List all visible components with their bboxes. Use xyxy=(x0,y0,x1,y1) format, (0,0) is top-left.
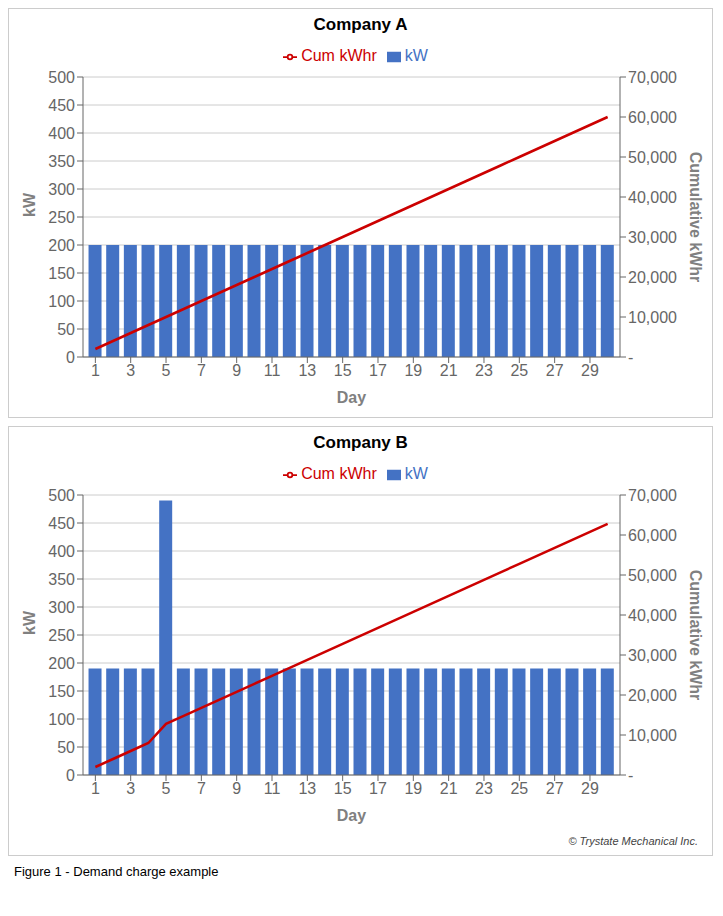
svg-text:9: 9 xyxy=(232,362,241,379)
svg-text:50: 50 xyxy=(57,321,75,338)
svg-text:19: 19 xyxy=(404,780,422,797)
svg-text:450: 450 xyxy=(48,97,75,114)
svg-text:40,000: 40,000 xyxy=(628,607,677,624)
svg-text:13: 13 xyxy=(298,780,316,797)
html-text:Figure 1 - Demand charge examp: Figure 1 - Demand charge example xyxy=(14,864,219,879)
html-text:© Trystate Mechanical Inc.: © Trystate Mechanical Inc. xyxy=(568,835,698,847)
svg-text:3: 3 xyxy=(126,362,135,379)
html-text:Cum kWhr: Cum kWhr xyxy=(301,47,377,64)
svg-text:15: 15 xyxy=(334,780,352,797)
svg-text:-: - xyxy=(628,349,633,366)
svg-text:50,000: 50,000 xyxy=(628,567,677,584)
html-text:kW: kW xyxy=(404,47,428,64)
svg-text:0: 0 xyxy=(66,767,75,784)
svg-text:23: 23 xyxy=(475,780,493,797)
svg-text:20,000: 20,000 xyxy=(628,687,677,704)
svg-text:500: 500 xyxy=(48,487,75,504)
svg-text:9: 9 xyxy=(232,780,241,797)
html-text:Company B: Company B xyxy=(313,433,408,452)
svg-text:300: 300 xyxy=(48,599,75,616)
html-text:Cum kWhr: Cum kWhr xyxy=(301,465,377,482)
svg-text:11: 11 xyxy=(264,780,281,797)
svg-text:150: 150 xyxy=(48,265,75,282)
svg-text:27: 27 xyxy=(546,362,564,379)
svg-text:60,000: 60,000 xyxy=(628,527,677,544)
svg-text:350: 350 xyxy=(48,571,75,588)
svg-text:21: 21 xyxy=(440,780,458,797)
svg-text:60,000: 60,000 xyxy=(628,109,677,126)
svg-text:29: 29 xyxy=(581,362,599,379)
svg-text:19: 19 xyxy=(404,362,422,379)
svg-text:1: 1 xyxy=(91,780,100,797)
svg-text:100: 100 xyxy=(48,711,75,728)
svg-text:kW: kW xyxy=(21,192,38,217)
html-text:Company A: Company A xyxy=(313,15,408,34)
svg-text:23: 23 xyxy=(475,362,493,379)
svg-text:40,000: 40,000 xyxy=(628,189,677,206)
svg-text:17: 17 xyxy=(369,780,387,797)
svg-text:350: 350 xyxy=(48,153,75,170)
svg-text:20,000: 20,000 xyxy=(628,269,677,286)
svg-text:27: 27 xyxy=(546,780,564,797)
svg-text:0: 0 xyxy=(66,349,75,366)
svg-text:70,000: 70,000 xyxy=(628,487,677,504)
svg-text:450: 450 xyxy=(48,515,75,532)
svg-text:10,000: 10,000 xyxy=(628,309,677,326)
svg-text:-: - xyxy=(628,767,633,784)
svg-text:15: 15 xyxy=(334,362,352,379)
svg-text:5: 5 xyxy=(162,362,171,379)
svg-text:25: 25 xyxy=(510,780,528,797)
svg-text:Day: Day xyxy=(337,389,366,406)
svg-text:30,000: 30,000 xyxy=(628,647,677,664)
html-text:kW: kW xyxy=(404,465,428,482)
svg-text:29: 29 xyxy=(581,780,599,797)
svg-text:17: 17 xyxy=(369,362,387,379)
svg-text:200: 200 xyxy=(48,655,75,672)
svg-text:kW: kW xyxy=(21,610,38,635)
svg-text:Cumulative kWhr: Cumulative kWhr xyxy=(687,570,704,701)
svg-text:30,000: 30,000 xyxy=(628,229,677,246)
svg-text:10,000: 10,000 xyxy=(628,727,677,744)
svg-text:400: 400 xyxy=(48,125,75,142)
svg-text:50: 50 xyxy=(57,739,75,756)
svg-text:13: 13 xyxy=(298,362,316,379)
svg-text:250: 250 xyxy=(48,209,75,226)
svg-text:50,000: 50,000 xyxy=(628,149,677,166)
svg-text:250: 250 xyxy=(48,627,75,644)
svg-text:25: 25 xyxy=(510,362,528,379)
svg-text:Day: Day xyxy=(337,807,366,824)
svg-text:500: 500 xyxy=(48,69,75,86)
svg-text:100: 100 xyxy=(48,293,75,310)
svg-text:1: 1 xyxy=(91,362,100,379)
svg-text:7: 7 xyxy=(197,780,206,797)
svg-text:400: 400 xyxy=(48,543,75,560)
svg-text:300: 300 xyxy=(48,181,75,198)
svg-text:5: 5 xyxy=(162,780,171,797)
svg-text:3: 3 xyxy=(126,780,135,797)
svg-text:7: 7 xyxy=(197,362,206,379)
svg-text:200: 200 xyxy=(48,237,75,254)
svg-text:Cumulative kWhr: Cumulative kWhr xyxy=(687,152,704,283)
svg-text:70,000: 70,000 xyxy=(628,69,677,86)
svg-text:11: 11 xyxy=(264,362,281,379)
svg-text:150: 150 xyxy=(48,683,75,700)
svg-text:21: 21 xyxy=(440,362,458,379)
